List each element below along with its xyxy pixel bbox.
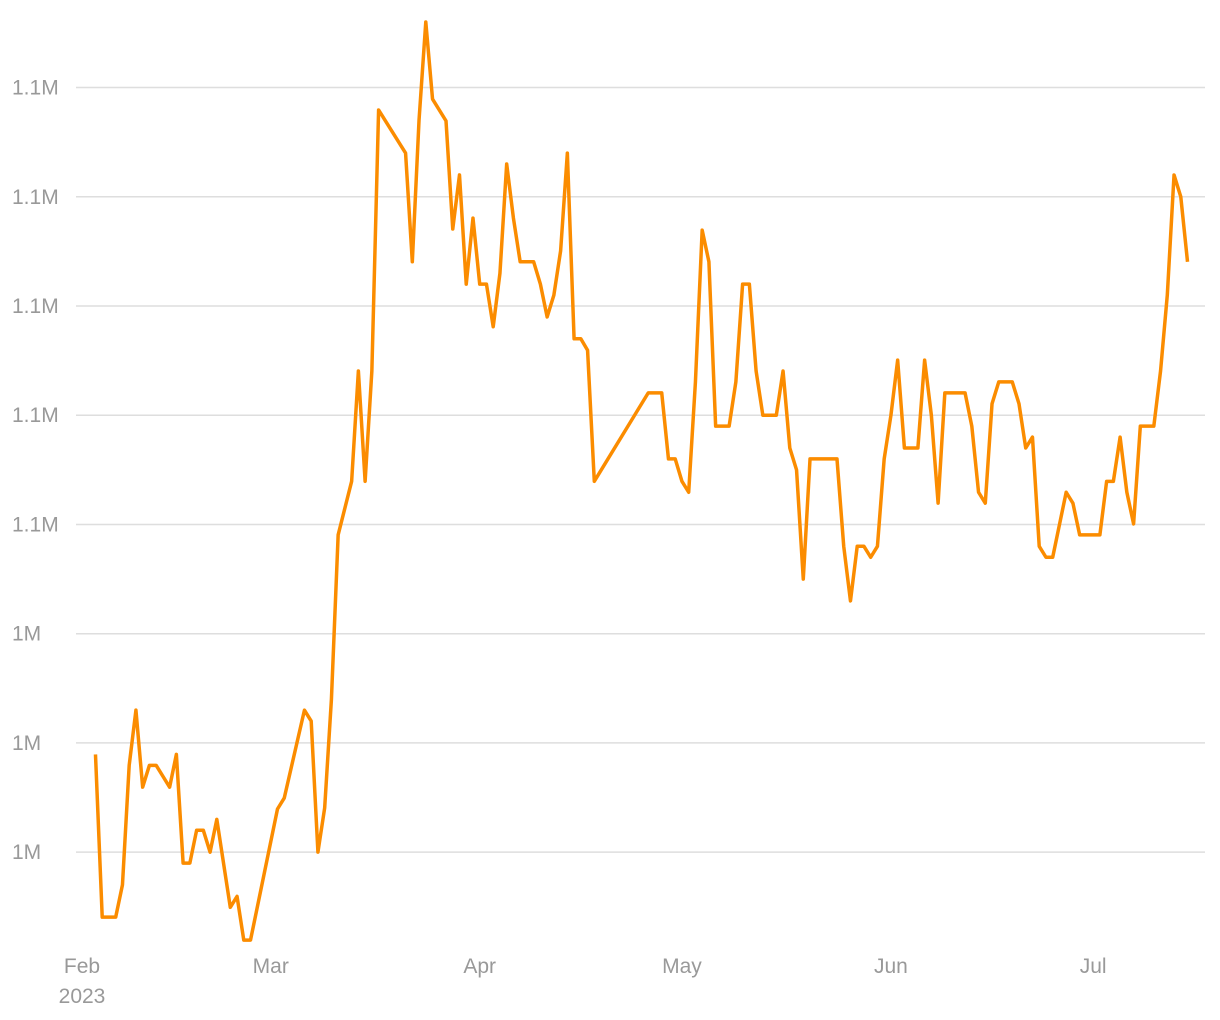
y-tick-label: 1M: [12, 732, 41, 755]
y-tick-label: 1.1M: [12, 186, 59, 209]
x-tick-label: Mar: [253, 955, 289, 978]
x-tick-label: Feb: [64, 955, 100, 978]
data-line: [93, 20, 1190, 942]
x-tick-label: Jul: [1080, 955, 1107, 978]
y-tick-label: 1M: [12, 841, 41, 864]
y-tick-label: 1.1M: [12, 77, 59, 100]
x-tick-label: May: [662, 955, 702, 978]
y-tick-label: 1.1M: [12, 404, 59, 427]
y-tick-label: 1.1M: [12, 295, 59, 318]
x-tick-label: Apr: [463, 955, 496, 978]
y-tick-label: 1M: [12, 623, 41, 646]
x-tick-sublabel: 2023: [59, 985, 106, 1008]
y-tick-label: 1.1M: [12, 513, 59, 536]
x-tick-label: Jun: [874, 955, 908, 978]
